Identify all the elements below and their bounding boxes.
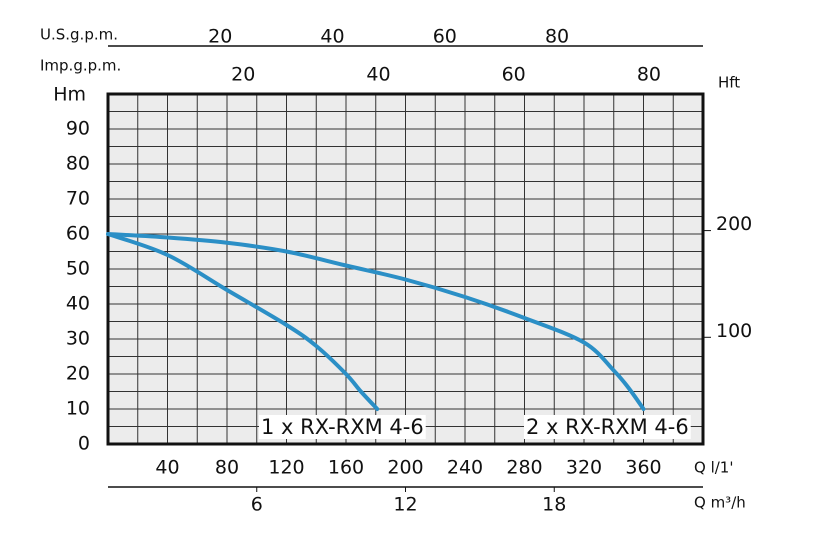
curve-label: 2 x RX-RXM 4-6 xyxy=(526,415,689,439)
y2-axis-label: Hft xyxy=(718,74,740,92)
x-tick-label: 320 xyxy=(566,457,602,479)
x2-tick-label: 18 xyxy=(542,494,566,516)
plot-frame xyxy=(106,92,705,446)
y-tick-label: 50 xyxy=(66,258,90,280)
top-tick-label: 80 xyxy=(637,64,661,86)
y-tick-label: 80 xyxy=(66,153,90,175)
y-axis-label: Hm xyxy=(53,84,86,106)
top-axis-label: U.S.g.p.m. xyxy=(40,26,118,44)
y-tick-label: 30 xyxy=(66,328,90,350)
top-tick-label: 60 xyxy=(502,64,526,86)
curve xyxy=(106,232,380,411)
curve xyxy=(106,232,646,411)
x-tick-label: 200 xyxy=(387,457,423,479)
y-tick-label: 60 xyxy=(66,223,90,245)
x2-tick-label: 12 xyxy=(393,494,417,516)
y-tick-label: 10 xyxy=(66,398,90,420)
x-tick-label: 280 xyxy=(506,457,542,479)
top-tick-label: 20 xyxy=(208,26,232,48)
top-tick-label: 40 xyxy=(320,26,344,48)
top-tick-label: 80 xyxy=(545,26,569,48)
top-tick-label: 60 xyxy=(433,26,457,48)
x-tick-label: 120 xyxy=(268,457,304,479)
x-tick-label: 80 xyxy=(215,457,239,479)
top-tick-label: 40 xyxy=(366,64,390,86)
x-tick-label: 240 xyxy=(447,457,483,479)
x2-axis-label: Q m³/h xyxy=(694,494,746,512)
y-tick-label: 0 xyxy=(78,433,90,455)
x-tick-label: 40 xyxy=(155,457,179,479)
x-tick-label: 360 xyxy=(625,457,661,479)
x-tick-label: 160 xyxy=(328,457,364,479)
x-axis-label: Q l/1' xyxy=(694,459,733,477)
curve-label-bg xyxy=(524,415,691,439)
y-tick-label: 90 xyxy=(66,118,90,140)
top-tick-label: 20 xyxy=(231,64,255,86)
y2-tick-label: 200 xyxy=(716,213,752,235)
y2-tick-label: 100 xyxy=(716,320,752,342)
top-axis-label: Imp.g.p.m. xyxy=(40,57,121,75)
y-tick-label: 70 xyxy=(66,188,90,210)
curve-label: 1 x RX-RXM 4-6 xyxy=(261,415,424,439)
y-tick-label: 40 xyxy=(66,293,90,315)
y-tick-label: 20 xyxy=(66,363,90,385)
x2-tick-label: 6 xyxy=(251,494,263,516)
curve-label-bg xyxy=(259,415,426,439)
